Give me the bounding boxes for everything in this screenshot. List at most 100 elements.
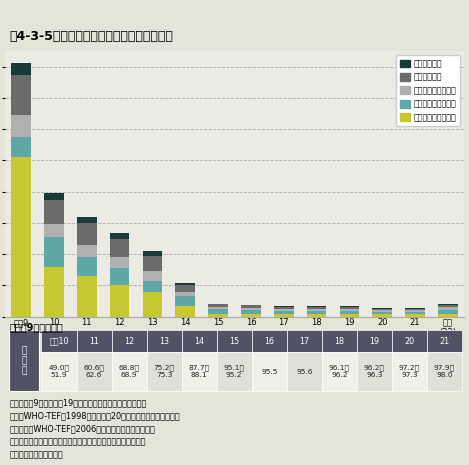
Bar <box>147 352 182 392</box>
Bar <box>77 217 97 223</box>
Bar <box>208 304 228 305</box>
Bar <box>110 286 129 317</box>
Bar <box>427 331 462 352</box>
Text: 注）　平成9年から平成19年の排出量は毒性等価係数として
　　　WHO-TEF（1998）を、平成20年以降の排出量は可能な範
　　　囲でWHO-TEF（200: 注） 平成9年から平成19年の排出量は毒性等価係数として WHO-TEF（199… <box>9 399 180 459</box>
Text: 16: 16 <box>264 337 274 345</box>
Bar <box>77 223 97 245</box>
Bar <box>405 314 425 317</box>
Text: 平成10: 平成10 <box>49 337 69 345</box>
Bar <box>372 314 392 317</box>
Bar <box>392 352 427 392</box>
Bar <box>208 313 228 317</box>
Bar <box>438 304 458 305</box>
Bar <box>143 281 162 292</box>
Bar <box>143 292 162 317</box>
Text: 13: 13 <box>159 337 169 345</box>
Bar <box>110 239 129 257</box>
Bar <box>274 309 294 311</box>
Legend: その他発生源, 産業系発生源, 小型廃棄物焼却炉等, 産業廃棄物焼却施設, 一般廃棄物焼却施設: その他発生源, 産業系発生源, 小型廃棄物焼却炉等, 産業廃棄物焼却施設, 一般… <box>396 55 460 126</box>
Bar <box>405 310 425 312</box>
Text: 19: 19 <box>369 337 379 345</box>
Bar <box>11 137 31 157</box>
Bar <box>307 314 326 317</box>
Bar <box>41 331 76 352</box>
Bar <box>372 310 392 312</box>
Bar <box>438 305 458 307</box>
Text: 14: 14 <box>194 337 204 345</box>
Bar <box>77 245 97 257</box>
Bar <box>340 309 359 311</box>
Text: 図4-3-5　ダイオキシン類の排出総量の推移: 図4-3-5 ダイオキシン類の排出総量の推移 <box>9 30 173 43</box>
Text: 68.8～
68.9: 68.8～ 68.9 <box>119 365 139 379</box>
Text: 対平成9年削減割合: 対平成9年削減割合 <box>9 322 63 332</box>
Bar <box>44 237 64 266</box>
Text: 18: 18 <box>334 337 344 345</box>
Bar <box>208 309 228 313</box>
Bar <box>357 352 392 392</box>
Bar <box>372 312 392 314</box>
Bar <box>143 251 162 256</box>
Bar <box>110 233 129 239</box>
Bar <box>241 305 261 306</box>
Text: 95.6: 95.6 <box>296 369 312 374</box>
Bar <box>252 331 287 352</box>
Bar <box>274 306 294 307</box>
Bar <box>77 257 97 276</box>
Text: 75.2～
75.3: 75.2～ 75.3 <box>154 365 174 379</box>
Bar <box>287 331 322 352</box>
Bar <box>175 286 195 292</box>
Bar <box>340 306 359 307</box>
Bar <box>405 312 425 314</box>
Text: 96.2～
96.3: 96.2～ 96.3 <box>364 365 385 379</box>
Bar <box>274 307 294 309</box>
Bar <box>175 292 195 296</box>
Bar <box>9 331 39 392</box>
Bar <box>11 115 31 137</box>
Bar <box>175 296 195 306</box>
Bar <box>182 352 217 392</box>
Bar <box>76 331 112 352</box>
Text: 97.2～
97.3: 97.2～ 97.3 <box>399 365 420 379</box>
Bar <box>340 307 359 309</box>
Bar <box>427 352 462 392</box>
Bar <box>76 352 112 392</box>
Text: 95.1～
95.2: 95.1～ 95.2 <box>224 365 245 379</box>
Bar <box>340 311 359 314</box>
Bar <box>372 308 392 310</box>
Bar <box>274 314 294 317</box>
Bar <box>11 74 31 115</box>
Bar <box>44 266 64 317</box>
Bar <box>147 331 182 352</box>
Bar <box>41 352 76 392</box>
Bar <box>307 309 326 311</box>
Bar <box>241 314 261 317</box>
Text: 21: 21 <box>439 337 450 345</box>
Bar <box>217 352 252 392</box>
Text: 11: 11 <box>89 337 99 345</box>
Text: 基
準
年: 基 準 年 <box>22 346 27 376</box>
Bar <box>241 306 261 308</box>
Bar <box>392 331 427 352</box>
Bar <box>307 311 326 314</box>
Bar <box>44 193 64 199</box>
Text: 96.1～
96.2: 96.1～ 96.2 <box>329 365 350 379</box>
Text: 20: 20 <box>404 337 415 345</box>
Text: 15: 15 <box>229 337 239 345</box>
Bar <box>77 276 97 317</box>
Text: 49.0～
51.9: 49.0～ 51.9 <box>49 365 69 379</box>
Bar <box>208 307 228 309</box>
Bar <box>322 331 357 352</box>
Text: 95.5: 95.5 <box>261 369 278 374</box>
Bar <box>274 311 294 314</box>
Bar <box>175 283 195 286</box>
Bar <box>11 63 31 74</box>
Bar <box>438 311 458 314</box>
Bar <box>287 352 322 392</box>
Text: 97.9～
98.0: 97.9～ 98.0 <box>434 365 455 379</box>
Text: 17: 17 <box>299 337 310 345</box>
Text: 60.6～
62.6: 60.6～ 62.6 <box>83 365 105 379</box>
Bar <box>208 305 228 307</box>
Bar <box>340 314 359 317</box>
Bar <box>405 308 425 310</box>
Bar <box>175 306 195 317</box>
